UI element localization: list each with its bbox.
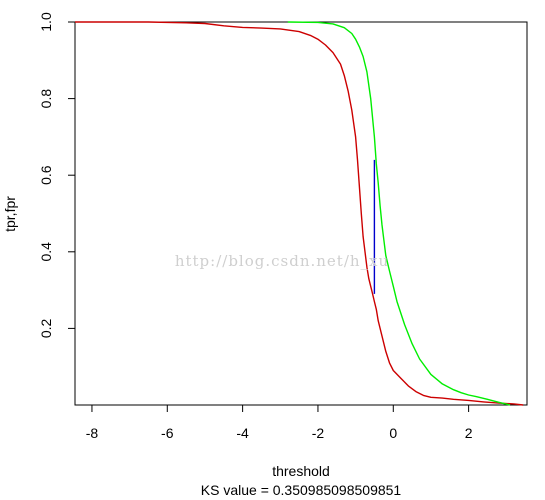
y-axis-label: tpr,fpr xyxy=(2,196,18,232)
x-tick-label: -6 xyxy=(161,425,174,441)
series-line-0 xyxy=(75,21,524,406)
x-tick-label: 2 xyxy=(465,425,473,441)
watermark: http://blog.csdn.net/h_xu xyxy=(175,252,389,270)
x-axis: -8 -6 -4 -2 0 2 xyxy=(86,405,473,441)
y-tick-label: 0.8 xyxy=(38,89,54,109)
y-tick-label: 0.4 xyxy=(38,242,54,262)
ks-value-subtitle: KS value = 0.350985098509851 xyxy=(201,482,402,498)
series-line-1 xyxy=(287,21,511,406)
series-layer xyxy=(75,21,524,406)
y-tick-label: 0.2 xyxy=(38,318,54,338)
x-tick-label: -8 xyxy=(86,425,99,441)
x-tick-label: 0 xyxy=(389,425,397,441)
x-tick-label: -4 xyxy=(236,425,249,441)
y-tick-label: 0.6 xyxy=(38,165,54,185)
x-axis-label: threshold xyxy=(272,463,330,479)
plot-frame xyxy=(74,21,528,406)
x-tick-label: -2 xyxy=(312,425,325,441)
y-tick-label: 1.0 xyxy=(38,12,54,32)
y-axis: 0.2 0.4 0.6 0.8 1.0 xyxy=(38,12,75,338)
